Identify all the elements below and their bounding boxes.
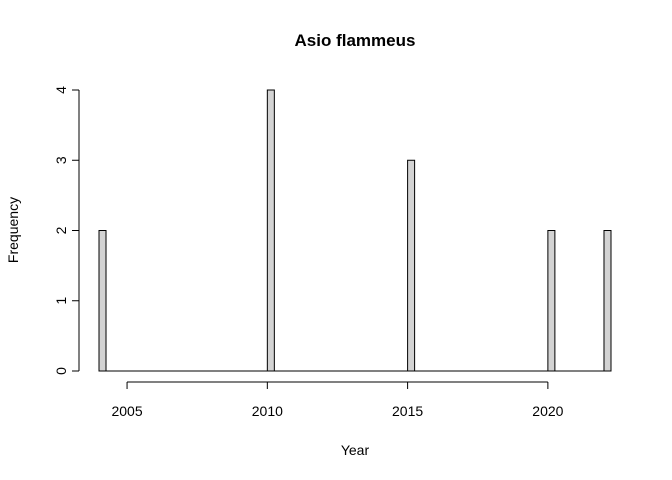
bar-2010 [266,89,275,372]
x-tick-label: 2005 [111,403,142,419]
y-tick-label: 0 [53,367,69,375]
y-tick-label: 1 [53,297,69,305]
bar-2020 [547,230,556,372]
x-tick-label: 2010 [252,403,283,419]
y-tick-label: 4 [53,86,69,94]
y-tick-label: 2 [53,226,69,234]
y-axis: 0 1 2 3 4 [53,86,80,375]
x-axis: 2005 2010 2015 2020 [111,381,564,419]
chart-title: Asio flammeus [295,31,416,50]
bar-2022 [603,230,612,372]
x-tick-label: 2015 [392,403,423,419]
bars [98,89,612,372]
bar-2004 [98,230,107,372]
x-tick-label: 2020 [532,403,563,419]
bar-2015 [407,159,416,372]
y-tick-label: 3 [53,156,69,164]
x-axis-label: Year [341,442,370,458]
y-axis-label: Frequency [5,197,21,263]
